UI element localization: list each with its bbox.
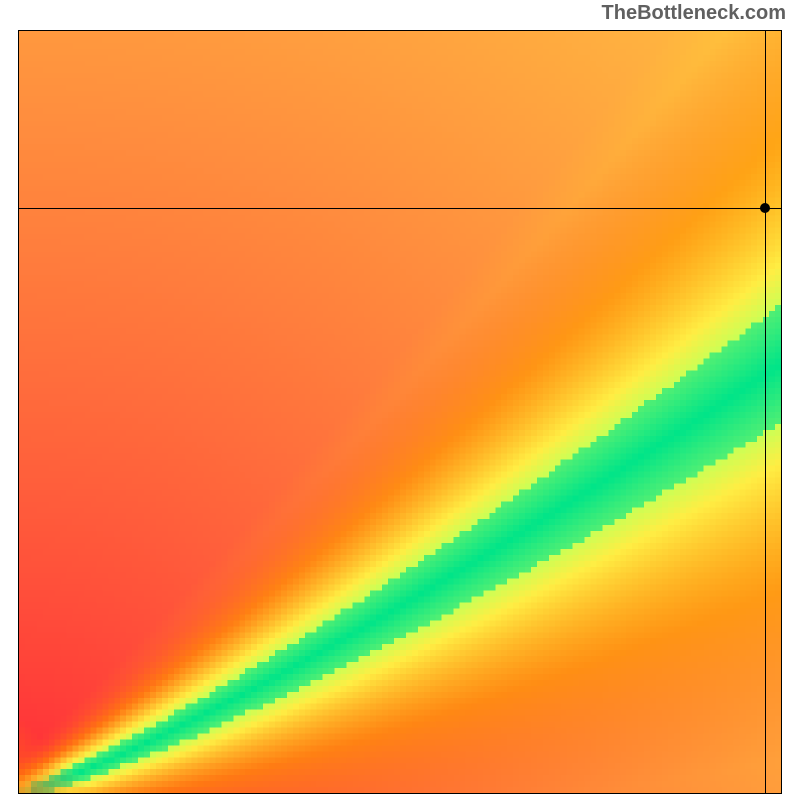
bottleneck-heatmap xyxy=(18,30,782,794)
watermark-text: TheBottleneck.com xyxy=(602,2,786,25)
crosshair-marker xyxy=(760,203,770,213)
crosshair-horizontal xyxy=(19,208,781,209)
crosshair-vertical xyxy=(765,31,766,793)
heatmap-canvas xyxy=(19,31,781,793)
